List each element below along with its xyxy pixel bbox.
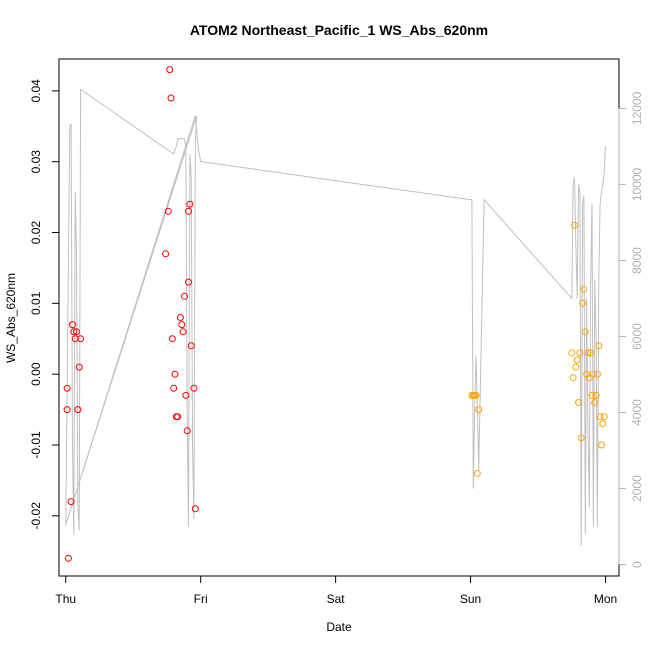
data-point — [74, 406, 82, 414]
data-point — [186, 200, 194, 208]
data-point — [475, 406, 483, 414]
x-tick-label: Mon — [594, 592, 617, 606]
data-point — [176, 314, 184, 321]
data-point — [77, 335, 85, 343]
scatter-points-layer — [63, 66, 608, 562]
data-point — [71, 335, 79, 343]
data-point — [166, 66, 174, 74]
data-point — [67, 498, 75, 506]
data-point — [162, 250, 170, 258]
y-axis-left: -0.02 -0.01 0.00 0.01 0.02 0.03 0.04 — [29, 79, 60, 530]
y2-tick-label: 8000 — [630, 247, 644, 274]
x-tick-label: Thu — [55, 592, 76, 606]
y2-tick-label: 0 — [630, 561, 644, 568]
data-point — [75, 363, 83, 371]
data-point — [600, 413, 608, 421]
data-point — [171, 370, 179, 378]
data-point — [589, 370, 597, 378]
data-point — [598, 441, 605, 449]
y-tick-label: 0.02 — [29, 221, 43, 245]
data-point — [576, 349, 584, 357]
data-point — [596, 413, 604, 421]
y-tick-label: 0.00 — [29, 362, 43, 386]
data-point — [581, 328, 589, 336]
data-point — [573, 356, 581, 364]
x-tick-label: Sun — [460, 592, 481, 606]
x-axis: Thu Fri Sat Sun Mon — [55, 575, 617, 606]
data-point — [182, 391, 190, 399]
data-point — [585, 374, 593, 382]
y2-tick-label: 10000 — [630, 167, 644, 201]
data-point — [587, 349, 595, 357]
data-point — [178, 321, 186, 329]
data-point — [63, 406, 71, 414]
y2-tick-label: 2000 — [630, 475, 644, 502]
y-tick-label: 0.03 — [29, 150, 43, 174]
data-point — [179, 328, 187, 336]
chart-title: ATOM2 Northeast_Pacific_1 WS_Abs_620nm — [190, 22, 488, 38]
y-axis-right: 0 2000 4000 6000 8000 10000 12000 — [618, 91, 644, 568]
data-point — [170, 384, 178, 392]
data-point — [191, 505, 199, 513]
data-point — [73, 328, 80, 336]
data-point — [185, 278, 192, 286]
y2-tick-label: 12000 — [630, 91, 644, 125]
data-point — [190, 384, 198, 392]
x-tick-label: Sat — [327, 592, 346, 606]
y2-tick-label: 6000 — [630, 323, 644, 350]
data-point — [187, 342, 195, 350]
data-point — [181, 292, 188, 300]
data-point — [588, 391, 596, 399]
data-point — [572, 363, 580, 371]
data-point — [167, 94, 175, 102]
y-axis-label: WS_Abs_620nm — [4, 273, 18, 363]
x-tick-label: Fri — [194, 592, 208, 606]
data-point — [592, 391, 600, 399]
plot-frame — [58, 58, 620, 577]
data-point — [580, 285, 588, 293]
data-point — [183, 427, 191, 435]
data-point — [575, 399, 582, 406]
data-point — [569, 374, 577, 382]
data-point — [185, 207, 192, 215]
y-tick-label: 0.04 — [29, 79, 43, 103]
secondary-trace-layer — [65, 88, 606, 546]
data-point — [599, 420, 607, 428]
y-tick-label: 0.01 — [29, 291, 43, 315]
data-point — [164, 207, 172, 215]
data-point — [568, 349, 576, 357]
data-point — [63, 384, 71, 392]
data-point — [595, 342, 603, 350]
data-point — [473, 469, 481, 477]
data-point — [472, 391, 480, 399]
data-point — [593, 370, 601, 378]
data-point — [64, 554, 72, 562]
secondary-trace-line — [65, 88, 606, 546]
y2-tick-label: 4000 — [630, 399, 644, 426]
y-tick-label: -0.02 — [29, 502, 43, 530]
data-point — [577, 434, 585, 442]
y-tick-label: -0.01 — [29, 431, 43, 459]
data-point — [174, 413, 182, 421]
data-point — [168, 335, 176, 343]
data-point — [591, 399, 599, 406]
data-point — [571, 221, 578, 229]
x-axis-label: Date — [326, 620, 352, 634]
data-point — [69, 321, 76, 329]
data-point — [70, 328, 78, 336]
data-point — [579, 299, 587, 307]
data-point — [584, 349, 592, 357]
